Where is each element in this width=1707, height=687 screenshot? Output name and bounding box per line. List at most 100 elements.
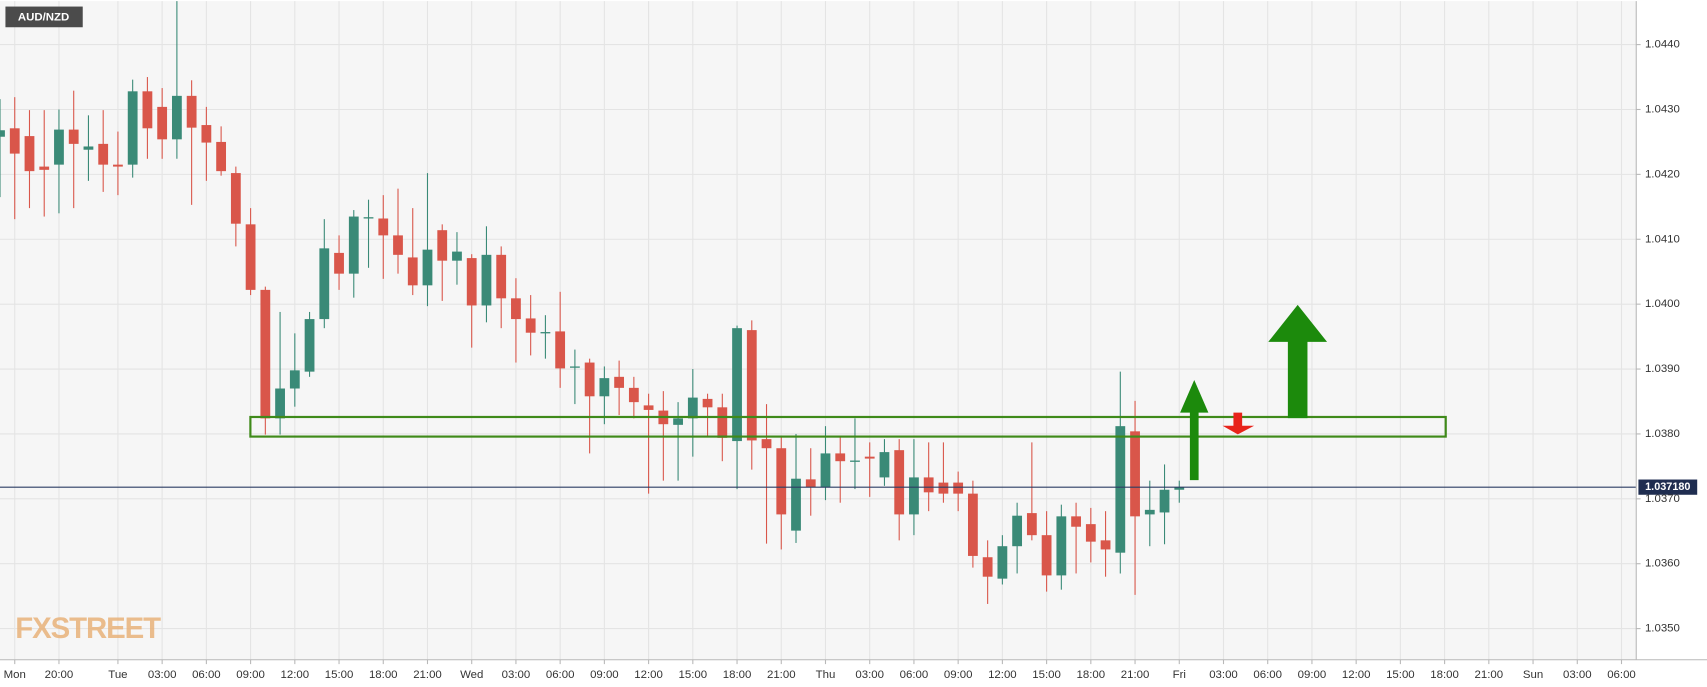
x-tick-label: 21:00 (413, 669, 442, 681)
candle-body (776, 448, 787, 515)
x-tick-label: 06:00 (546, 669, 575, 681)
symbol-badge (5, 6, 83, 28)
candle-body (1085, 524, 1096, 542)
x-tick-label: 21:00 (767, 669, 796, 681)
x-tick-label: 09:00 (236, 669, 265, 681)
candle-body (54, 129, 64, 165)
candle-body (422, 249, 433, 286)
x-tick-label: 03:00 (502, 669, 531, 681)
candle-body (732, 328, 742, 442)
candle-body (1144, 509, 1155, 515)
candle-body (9, 128, 20, 154)
candle-body (879, 452, 890, 478)
candle-body (407, 257, 418, 286)
x-tick-label: 15:00 (679, 669, 708, 681)
candle-body (452, 251, 462, 261)
support-zone (249, 415, 1447, 438)
candle-body (157, 106, 168, 140)
candle-body (260, 289, 271, 419)
last-price-label: 1.037180 (1645, 481, 1690, 493)
x-tick-label: 03:00 (148, 669, 177, 681)
price-marker: 1.037180 (0, 479, 1698, 495)
candle-body (850, 460, 860, 462)
x-tick-label: 18:00 (1077, 669, 1106, 681)
candle-body (437, 230, 448, 261)
candle-body (98, 143, 109, 165)
x-tick-label: 06:00 (1253, 669, 1282, 681)
x-tick-label: Fri (1173, 669, 1186, 681)
candle-body (216, 141, 227, 172)
candle-body (1174, 487, 1185, 490)
candle-body (1159, 489, 1170, 513)
candle-body (569, 366, 580, 368)
x-tick-label: 15:00 (1032, 669, 1061, 681)
candle-body (171, 95, 182, 140)
x-tick-label: 09:00 (590, 669, 619, 681)
candle-body (894, 450, 905, 515)
x-tick-label: 21:00 (1121, 669, 1150, 681)
x-tick-label: 18:00 (369, 669, 398, 681)
x-tick-label: 15:00 (1386, 669, 1415, 681)
candle-body (496, 254, 507, 299)
candle-body (673, 418, 683, 425)
x-tick-label: 18:00 (723, 669, 752, 681)
x-tick-label: 06:00 (900, 669, 929, 681)
candle-body (820, 453, 831, 488)
candle-body (938, 482, 949, 494)
watermark: FXSTREET (15, 612, 161, 645)
candle-body (68, 129, 79, 144)
candle-body (909, 477, 919, 515)
candle-body (1012, 515, 1023, 547)
candle-body (304, 319, 315, 372)
candle-body (113, 164, 123, 167)
x-tick-label: Wed (460, 669, 483, 681)
candle-body (363, 217, 374, 219)
x-tick-label: 09:00 (1298, 669, 1327, 681)
candles (0, 1, 1185, 604)
candle-body (83, 146, 94, 150)
candle-body (997, 546, 1008, 579)
y-tick-label: 1.0380 (1645, 428, 1680, 440)
candle-body (201, 125, 212, 143)
candle-body (481, 254, 492, 306)
down-arrow (1222, 412, 1255, 435)
candle-body (687, 397, 698, 419)
x-tick-label: 06:00 (1607, 669, 1636, 681)
y-tick-label: 1.0420 (1645, 168, 1680, 180)
x-tick-label: 15:00 (325, 669, 354, 681)
last-price-box (1638, 479, 1698, 495)
candle-body (628, 387, 639, 403)
x-tick-label: 09:00 (944, 669, 973, 681)
candle-body (289, 370, 300, 389)
x-tick-label: 12:00 (988, 669, 1017, 681)
candle-body (864, 456, 875, 459)
candle-body (1026, 513, 1037, 536)
candle-body (967, 493, 978, 556)
x-tick-label: 12:00 (1342, 669, 1371, 681)
candle-body (334, 252, 344, 274)
x-tick-label: Sun (1523, 669, 1543, 681)
y-tick-label: 1.0410 (1645, 233, 1680, 245)
candle-body (835, 453, 846, 462)
candle-body (953, 482, 964, 494)
x-tick-label: 12:00 (281, 669, 310, 681)
candle-body (923, 477, 934, 493)
up-arrow-large (1268, 304, 1328, 419)
candle-body (39, 166, 50, 170)
candle-body (540, 332, 551, 334)
y-tick-label: 1.0360 (1645, 558, 1680, 570)
candle-body (702, 398, 713, 408)
chart-title: AUD/NZD (18, 11, 69, 23)
candle-body (378, 218, 389, 236)
candle-body (1056, 516, 1067, 576)
y-tick-label: 1.0370 (1645, 493, 1680, 505)
candle-body (982, 557, 993, 577)
candle-body (643, 405, 654, 410)
candle-body (466, 258, 477, 306)
candle-body (1115, 426, 1126, 553)
candle-body (791, 478, 801, 531)
x-tick-label: 12:00 (634, 669, 663, 681)
candle-body (24, 136, 35, 172)
